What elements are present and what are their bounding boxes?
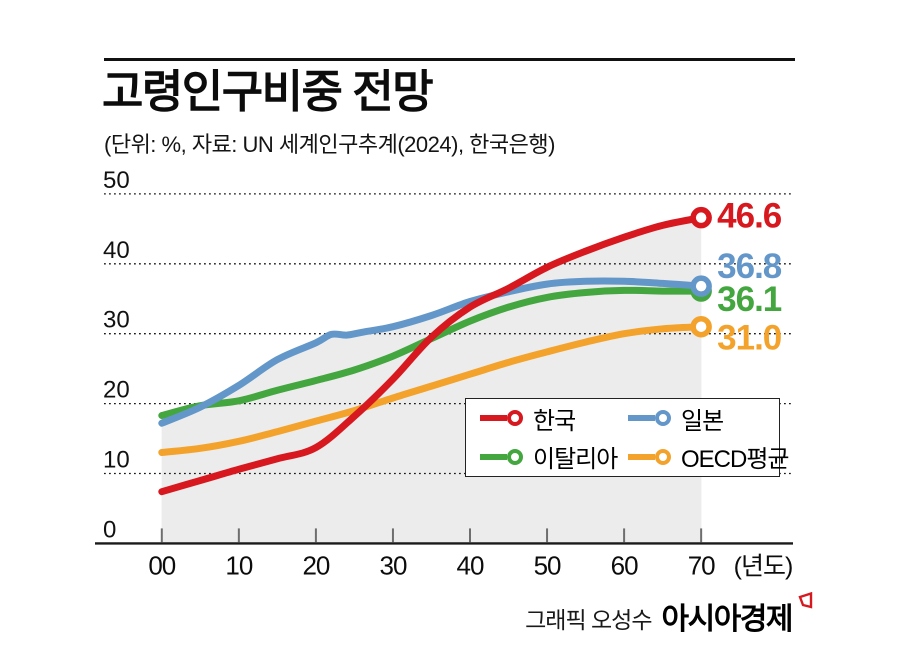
series-line-korea <box>158 214 705 496</box>
legend-item-korea: 한국 <box>479 401 627 436</box>
top-rule <box>104 58 795 61</box>
credit-line: 그래픽 오성수 아시아경제 <box>525 592 814 638</box>
brand-flag-shape <box>798 592 813 609</box>
x-tick-label-40: 40 <box>457 550 484 580</box>
x-tick-label-50: 50 <box>534 550 561 580</box>
legend-label: 한국 <box>533 407 576 435</box>
series-end-marker-oecd <box>690 315 712 338</box>
x-tick-label-00: 00 <box>148 550 175 580</box>
x-tick-label-10: 10 <box>225 550 252 580</box>
series-line-oecd <box>158 323 705 456</box>
legend-symbol-japan-icon <box>628 410 671 427</box>
legend-symbol-oecd-icon <box>628 448 671 465</box>
legend-item-oecd: OECD평균 <box>627 439 789 474</box>
series-end-value-korea: 46.6 <box>717 197 782 236</box>
brand-logo-mark-icon <box>798 592 813 609</box>
x-tick-label-70: 70 <box>688 550 715 580</box>
legend-label: 이탈리아 <box>533 446 618 474</box>
brand-logo-text: 아시아경제 <box>661 603 794 636</box>
legend-item-italy: 이탈리아 <box>479 439 627 474</box>
legend-symbol-korea-icon <box>480 410 523 427</box>
x-tick-label-60: 60 <box>611 550 638 580</box>
series-end-marker-korea <box>690 206 712 229</box>
legend-label: 일본 <box>681 407 724 435</box>
legend-label: OECD평균 <box>681 446 789 474</box>
series-end-marker-japan <box>690 275 712 297</box>
x-tick-label-20: 20 <box>302 550 329 580</box>
y-tick-label-30: 30 <box>103 307 130 334</box>
chart-title: 고령인구비중 전망 <box>102 66 434 117</box>
y-tick-label-50: 50 <box>103 167 130 194</box>
series-line-japan <box>158 277 705 427</box>
y-tick-label-10: 10 <box>103 447 130 474</box>
y-tick-label-40: 40 <box>103 237 130 264</box>
series-end-value-oecd: 31.0 <box>717 319 782 358</box>
legend-symbol-italy-icon <box>480 448 523 465</box>
y-tick-label-20: 20 <box>103 377 130 404</box>
credit-graphic-author: 그래픽 오성수 <box>525 607 652 633</box>
legend-item-japan: 일본 <box>627 401 789 436</box>
series-end-value-japan: 36.8 <box>717 247 782 286</box>
x-tick-label-30: 30 <box>379 550 406 580</box>
chart-subtitle: (단위: %, 자료: UN 세계인구추계(2024), 한국은행) <box>104 132 555 157</box>
x-axis-unit-label: (년도) <box>734 552 793 580</box>
series-end-value-italy: 36.1 <box>717 280 782 319</box>
y-tick-label-0: 0 <box>103 516 116 543</box>
